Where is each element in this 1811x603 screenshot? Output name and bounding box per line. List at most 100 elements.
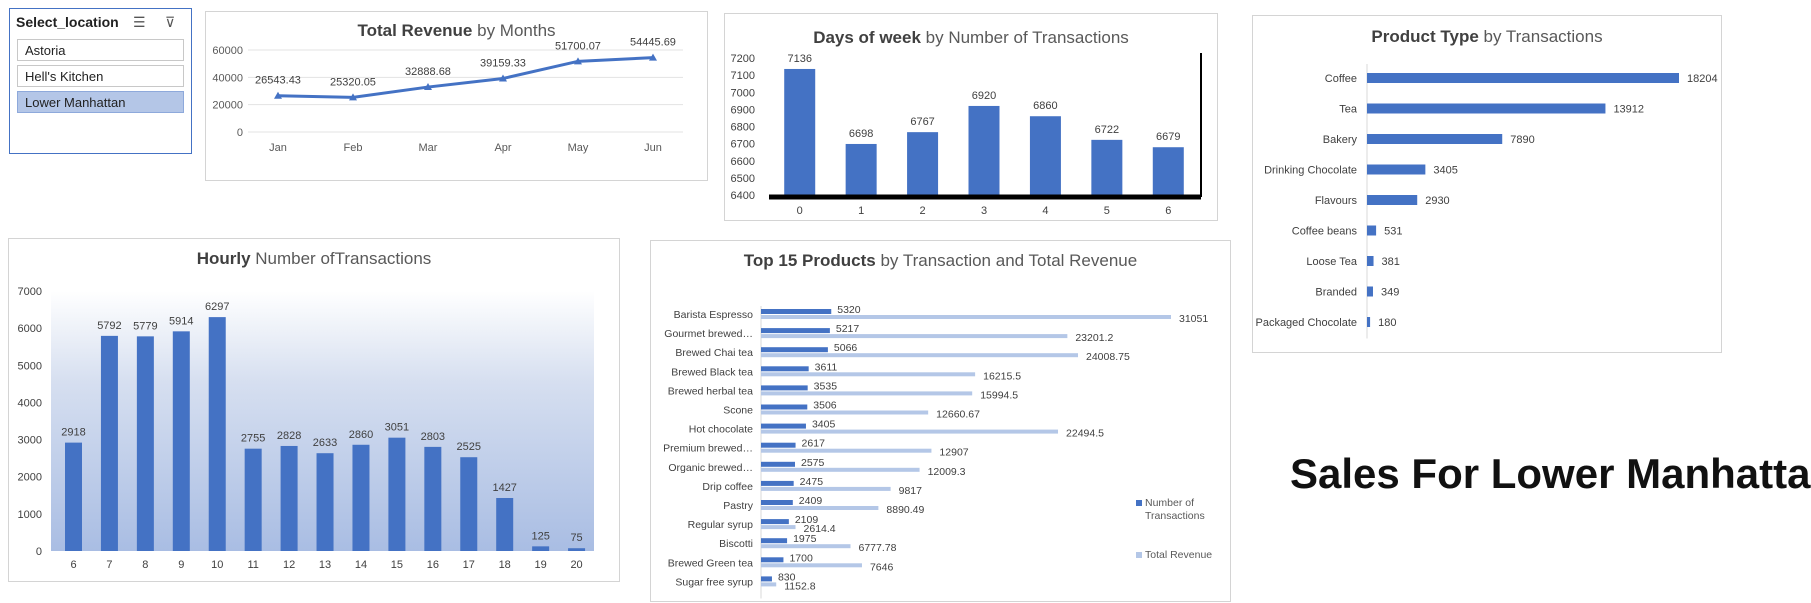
product-category-label: Biscotti — [719, 538, 753, 550]
revenue-chart-plot: 0 20000 40000 60000 26543.43 Jan 25320.05 Feb 32… — [212, 37, 683, 154]
y-tick-label: 6000 — [18, 323, 42, 335]
hourly-bar — [352, 444, 370, 551]
revenue-data-label: 9817 — [899, 485, 923, 497]
product-type-category-label: Coffee beans — [1292, 226, 1358, 238]
product-type-category-label: Bakery — [1323, 134, 1358, 146]
product-type-bar — [1367, 225, 1377, 236]
product-type-category-label: Branded — [1315, 287, 1357, 299]
revenue-data-label: 1152.8 — [784, 580, 815, 592]
hourly-data-label: 1427 — [492, 482, 516, 494]
revenue-point — [274, 91, 282, 99]
legend-swatch-transactions — [1136, 500, 1142, 506]
revenue-data-label: 8890.49 — [886, 504, 924, 516]
y-tick-label: 20000 — [212, 100, 243, 112]
transactions-data-label: 1700 — [789, 552, 813, 564]
y-tick-label: 7100 — [731, 70, 755, 82]
revenue-data-label: 31051 — [1179, 313, 1208, 325]
revenue-data-label: 12009.3 — [928, 466, 966, 478]
transactions-bar — [761, 442, 796, 448]
product-category-label: Organic brewed… — [668, 462, 753, 474]
hourly-bar — [208, 317, 226, 551]
transactions-data-label: 3405 — [812, 419, 836, 431]
product-type-category-label: Tea — [1339, 104, 1358, 116]
product-type-category-label: Flavours — [1315, 195, 1358, 207]
revenue-data-label: 12660.67 — [936, 409, 980, 421]
revenue-bar — [761, 525, 796, 530]
transactions-bar — [761, 557, 784, 563]
dow-data-label: 6860 — [1033, 100, 1057, 112]
revenue-data-label: 39159.33 — [480, 57, 526, 69]
month-tick-label: Mar — [419, 142, 438, 154]
revenue-bar — [761, 582, 777, 587]
dow-chart-title: Days of week by Number of Transactions — [813, 28, 1129, 47]
revenue-data-label: 25320.05 — [330, 76, 376, 88]
month-tick-label: Jan — [269, 142, 287, 154]
slicer-item-lower-manhattan[interactable]: Lower Manhattan — [17, 91, 184, 113]
product-category-label: Gourmet brewed… — [664, 328, 753, 340]
revenue-bar — [761, 391, 973, 396]
revenue-bar — [761, 372, 976, 377]
hour-tick-label: 10 — [211, 559, 223, 571]
location-slicer: Select_location ☰ ⊽ Astoria Hell's Kitch… — [9, 8, 192, 154]
hourly-data-label: 2828 — [277, 430, 301, 442]
transactions-data-label: 5320 — [837, 304, 861, 316]
transactions-data-label: 5217 — [836, 323, 860, 335]
y-tick-label: 6800 — [731, 122, 755, 134]
transactions-bar — [761, 576, 772, 582]
dow-x-tick-label: 5 — [1104, 205, 1110, 217]
y-tick-label: 6600 — [731, 156, 755, 168]
transactions-bar — [761, 309, 832, 314]
product-type-category-label: Packaged Chocolate — [1255, 317, 1357, 329]
transactions-bar — [761, 385, 808, 391]
top15-chart-plot: 5320 31051 Barista Espresso 5217 23201.2 Gour… — [663, 304, 1212, 599]
product-type-bar — [1367, 195, 1418, 205]
product-type-chart: Product Type by Transactions 18204 Coffee… — [1252, 15, 1722, 353]
y-tick-label: 3000 — [18, 435, 42, 447]
product-category-label: Brewed herbal tea — [668, 385, 753, 397]
product-type-data-label: 349 — [1381, 287, 1399, 299]
product-type-data-label: 7890 — [1510, 134, 1534, 146]
y-tick-label: 5000 — [18, 360, 42, 372]
slicer-item-astoria[interactable]: Astoria — [17, 39, 184, 61]
dow-data-label: 6698 — [849, 128, 873, 140]
hour-tick-label: 7 — [106, 559, 112, 571]
dow-data-label: 6679 — [1156, 131, 1180, 143]
transactions-bar — [761, 461, 796, 467]
transactions-bar — [761, 404, 808, 410]
revenue-point — [649, 53, 657, 61]
transactions-data-label: 3535 — [814, 380, 838, 392]
hour-tick-label: 14 — [355, 559, 367, 571]
hourly-data-label: 2525 — [457, 441, 481, 453]
dow-x-tick-label: 0 — [797, 205, 803, 217]
hourly-data-label: 2918 — [61, 427, 85, 439]
revenue-data-label: 23201.2 — [1075, 332, 1113, 344]
hourly-bar — [316, 453, 334, 551]
revenue-point — [424, 83, 432, 91]
hour-tick-label: 6 — [70, 559, 76, 571]
revenue-bar — [761, 410, 929, 415]
dow-chart-plot: 6400 6500 6600 6700 6800 6900 7000 7100 7200 7136… — [731, 53, 1202, 217]
multi-select-icon[interactable]: ☰ — [133, 14, 146, 30]
clear-filter-icon[interactable]: ⊽ — [165, 14, 176, 30]
slicer-title: Select_location — [16, 14, 119, 30]
revenue-point — [499, 74, 507, 82]
hourly-bar — [568, 548, 586, 551]
product-category-label: Premium brewed… — [663, 443, 753, 455]
month-tick-label: Feb — [344, 142, 363, 154]
revenue-data-label: 15994.5 — [980, 389, 1018, 401]
dow-bar — [1091, 139, 1123, 195]
legend-swatch-revenue — [1136, 552, 1142, 558]
hourly-data-label: 2755 — [241, 433, 265, 445]
transactions-data-label: 2575 — [801, 457, 825, 469]
revenue-data-label: 24008.75 — [1086, 351, 1130, 363]
dow-x-tick-label: 1 — [858, 205, 864, 217]
revenue-point — [574, 57, 582, 65]
slicer-item-hells-kitchen[interactable]: Hell's Kitchen — [17, 65, 184, 87]
hourly-bar — [532, 546, 550, 551]
product-category-label: Scone — [723, 405, 753, 417]
transactions-data-label: 2409 — [799, 495, 823, 507]
hour-tick-label: 20 — [570, 559, 582, 571]
revenue-data-label: 6777.78 — [858, 542, 896, 554]
revenue-bar — [761, 429, 1059, 434]
y-tick-label: 0 — [237, 127, 243, 139]
